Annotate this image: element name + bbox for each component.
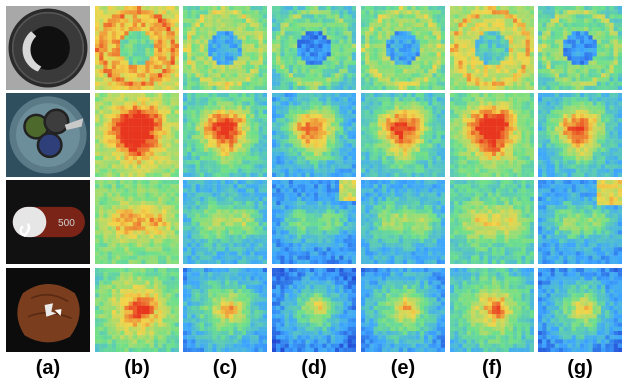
capsule-heatmap-col-6 bbox=[538, 180, 622, 264]
capsule-heatmap-col-5 bbox=[450, 180, 534, 264]
bottle-heatmap-col-6 bbox=[538, 6, 622, 90]
cable-heatmap-col-3 bbox=[272, 93, 356, 177]
cable-heatmap-col-5 bbox=[450, 93, 534, 177]
column-label-c: (c) bbox=[212, 357, 238, 379]
hazelnut-input-image bbox=[6, 268, 90, 352]
cable-heatmap-col-4 bbox=[361, 93, 445, 177]
bottle-heatmap-col-2 bbox=[183, 6, 267, 90]
column-label-e: (e) bbox=[390, 357, 416, 379]
hazelnut-heatmap-col-4 bbox=[361, 268, 445, 352]
svg-text:500: 500 bbox=[58, 218, 75, 229]
bottle-heatmap-col-3 bbox=[272, 6, 356, 90]
hazelnut-heatmap-col-5 bbox=[450, 268, 534, 352]
bottle-input-image bbox=[6, 6, 90, 90]
column-label-f: (f) bbox=[482, 357, 502, 379]
cable-heatmap-col-1 bbox=[95, 93, 179, 177]
capsule-heatmap-col-2 bbox=[183, 180, 267, 264]
cable-heatmap-col-2 bbox=[183, 93, 267, 177]
hazelnut-heatmap-col-1 bbox=[95, 268, 179, 352]
column-label-a: (a) bbox=[35, 357, 61, 379]
cable-input-image bbox=[6, 93, 90, 177]
cable-heatmap-col-6 bbox=[538, 93, 622, 177]
bottle-heatmap-col-4 bbox=[361, 6, 445, 90]
bottle-heatmap-col-1 bbox=[95, 6, 179, 90]
hazelnut-heatmap-col-6 bbox=[538, 268, 622, 352]
column-label-b: (b) bbox=[124, 357, 150, 379]
capsule-heatmap-col-1 bbox=[95, 180, 179, 264]
bottle-heatmap-col-5 bbox=[450, 6, 534, 90]
capsule-heatmap-col-3 bbox=[272, 180, 356, 264]
column-label-g: (g) bbox=[567, 357, 593, 379]
hazelnut-heatmap-col-3 bbox=[272, 268, 356, 352]
hazelnut-heatmap-col-2 bbox=[183, 268, 267, 352]
column-label-d: (d) bbox=[301, 357, 327, 379]
capsule-input-image: 500 bbox=[6, 180, 90, 264]
capsule-heatmap-col-4 bbox=[361, 180, 445, 264]
